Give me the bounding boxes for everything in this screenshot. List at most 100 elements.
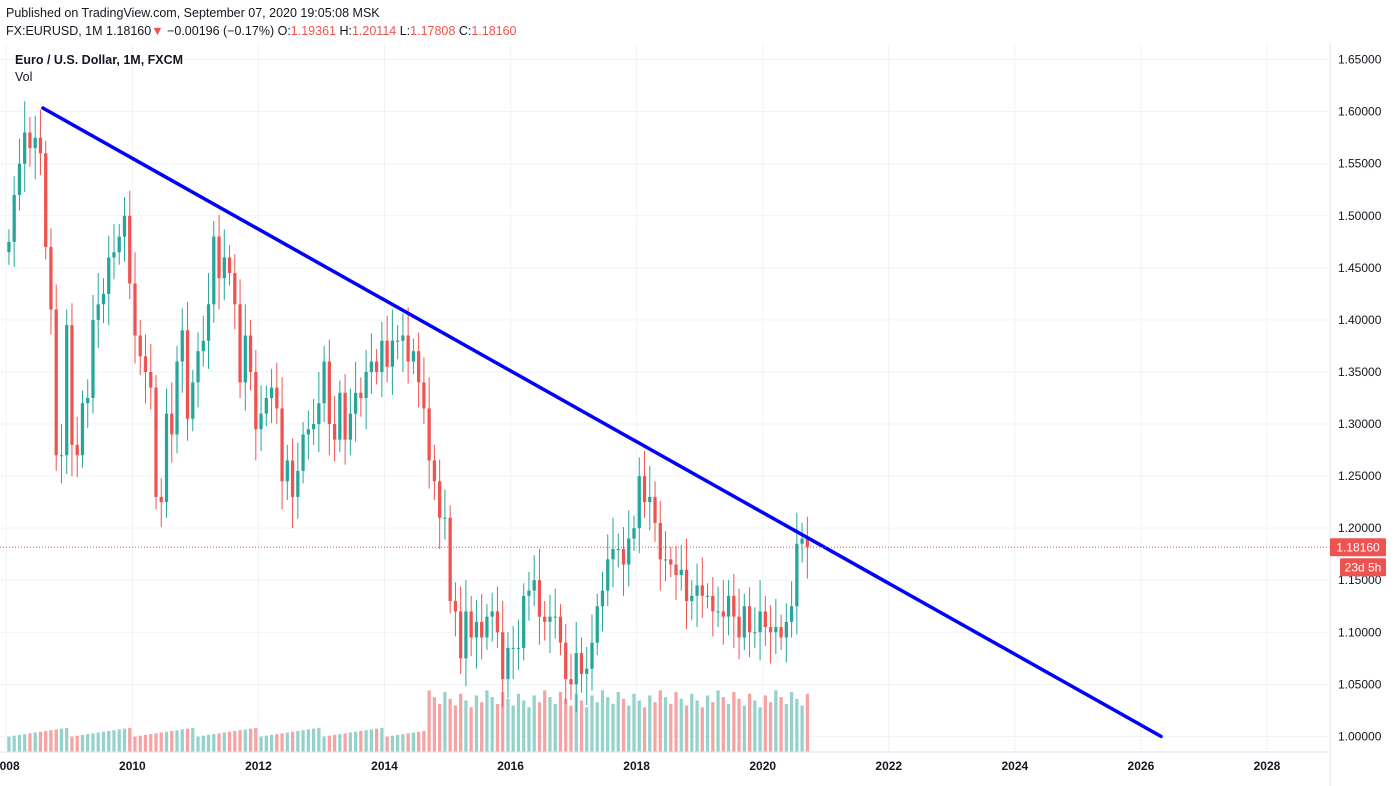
trend-line[interactable] bbox=[41, 106, 1163, 739]
volume-bar bbox=[380, 727, 384, 752]
candle-body bbox=[212, 236, 216, 305]
volume-bar bbox=[311, 728, 316, 752]
candle-body bbox=[669, 559, 673, 565]
volume-bar bbox=[264, 735, 268, 752]
series-title[interactable]: Euro / U.S. Dollar, 1M, FXCM bbox=[15, 53, 184, 67]
time-tick-label: 2016 bbox=[497, 759, 524, 773]
price-tick-label: 1.15000 bbox=[1338, 573, 1382, 587]
price-tick-label: 1.50000 bbox=[1338, 209, 1382, 223]
volume-bar bbox=[480, 702, 484, 752]
price-tick-label: 1.55000 bbox=[1338, 157, 1382, 171]
trendline[interactable] bbox=[41, 106, 1163, 739]
volume-bar bbox=[122, 728, 127, 752]
volume-bar bbox=[506, 698, 510, 752]
candle-body bbox=[784, 621, 788, 638]
volume-bar bbox=[254, 727, 258, 752]
candle-body bbox=[716, 611, 720, 613]
volume-bar bbox=[774, 690, 778, 752]
volume-bar bbox=[732, 692, 736, 752]
volume-bar bbox=[606, 697, 610, 752]
price-axis[interactable]: 1.00000 1.05000 1.10000 1.15000 1.20000 1.250… bbox=[1338, 53, 1382, 744]
candle-body bbox=[12, 194, 16, 242]
candle-body bbox=[154, 387, 158, 497]
candle-body bbox=[33, 137, 37, 149]
volume-bar bbox=[175, 730, 179, 752]
candle-body bbox=[348, 413, 352, 440]
candle-body bbox=[427, 408, 431, 461]
candle-body bbox=[227, 257, 232, 274]
volume-legend[interactable]: Vol bbox=[15, 70, 33, 84]
volume-bar bbox=[621, 698, 626, 752]
candle-body bbox=[579, 653, 584, 674]
candle-body bbox=[401, 335, 405, 341]
candle-body bbox=[217, 236, 221, 279]
candle-body bbox=[380, 340, 384, 372]
volume-bar bbox=[532, 695, 536, 752]
volume-bar bbox=[28, 733, 32, 752]
volume-bar bbox=[768, 702, 773, 752]
candle-body bbox=[406, 335, 410, 362]
volume-bar bbox=[359, 730, 363, 752]
candle-body bbox=[690, 595, 694, 602]
price-tick-label: 1.40000 bbox=[1338, 313, 1382, 327]
candle-body bbox=[800, 538, 804, 544]
candle-body bbox=[511, 647, 515, 649]
volume-bar bbox=[574, 693, 578, 752]
candle-body bbox=[700, 585, 704, 596]
candle-body bbox=[558, 616, 563, 643]
candle-body bbox=[290, 460, 295, 497]
volume-bar bbox=[269, 734, 274, 752]
volume-bar bbox=[75, 735, 79, 752]
candle-body bbox=[758, 611, 762, 633]
candle-body bbox=[532, 580, 536, 591]
candle-body bbox=[264, 398, 268, 414]
candle-body bbox=[296, 470, 300, 497]
price-tick-label: 1.35000 bbox=[1338, 365, 1382, 379]
candle-body bbox=[191, 382, 195, 419]
volume-bar bbox=[679, 698, 683, 752]
volume-bar bbox=[705, 695, 710, 752]
candle-body bbox=[779, 627, 783, 638]
volume-bar bbox=[721, 697, 725, 752]
volume-bar bbox=[332, 734, 337, 752]
volume-bar bbox=[17, 734, 22, 752]
volume-bar bbox=[191, 727, 195, 752]
volume-bar bbox=[459, 693, 463, 752]
volume-bar bbox=[669, 703, 673, 752]
candle-body bbox=[469, 611, 473, 638]
time-axis[interactable]: 2008 2010 2012 2014 2016 2018 2020 2022 2024 2026… bbox=[0, 759, 1281, 773]
volume-bar bbox=[348, 732, 352, 752]
candle-body bbox=[170, 413, 174, 435]
candle-body bbox=[522, 595, 526, 648]
volume-bar bbox=[537, 702, 542, 752]
chart-legend[interactable]: Euro / U.S. Dollar, 1M, FXCM Vol bbox=[15, 52, 183, 86]
volume-bar bbox=[448, 698, 452, 752]
down-arrow-icon: ▼ bbox=[151, 24, 164, 38]
candle-body bbox=[269, 387, 274, 398]
candle-body bbox=[742, 606, 746, 638]
candle-body bbox=[28, 132, 32, 149]
volume-bar bbox=[49, 730, 53, 752]
volume-bar bbox=[548, 697, 552, 752]
volume-bar bbox=[12, 735, 16, 752]
volume-bar bbox=[711, 702, 715, 752]
volume-bar bbox=[86, 734, 90, 752]
volume-bar bbox=[159, 732, 163, 752]
candle-body bbox=[464, 611, 468, 659]
volume-bar bbox=[23, 734, 27, 752]
candle-body bbox=[75, 444, 79, 456]
volume-bar bbox=[495, 703, 500, 752]
candle-body bbox=[301, 434, 305, 471]
candle-body bbox=[501, 632, 505, 680]
countdown-tag-label: 23d 5h bbox=[1345, 560, 1382, 574]
candle-body bbox=[753, 632, 757, 634]
volume-bar bbox=[70, 736, 74, 752]
candle-body bbox=[327, 361, 331, 425]
volume-bar bbox=[464, 700, 468, 752]
candle-body bbox=[122, 215, 127, 237]
volume-bar bbox=[522, 700, 526, 752]
volume-bar bbox=[747, 693, 752, 752]
volume-bar bbox=[737, 698, 741, 752]
candle-body bbox=[49, 247, 53, 310]
